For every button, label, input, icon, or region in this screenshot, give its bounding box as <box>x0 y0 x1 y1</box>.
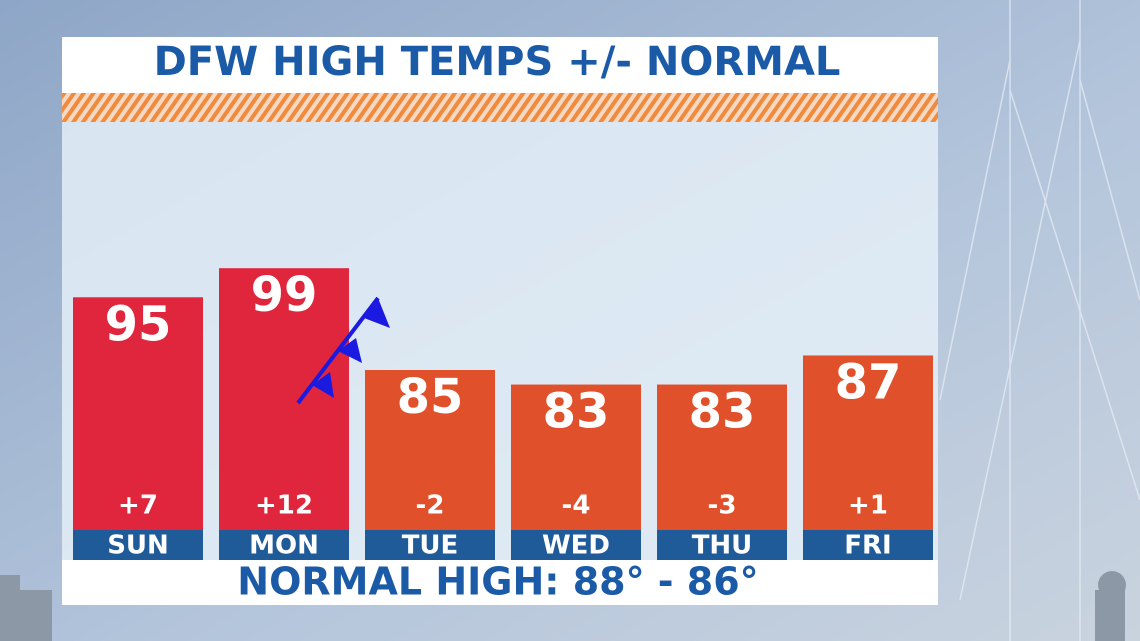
normal-high-note: NORMAL HIGH: 88° - 86° <box>237 560 758 604</box>
temp-label: 95 <box>105 296 172 352</box>
title-panel <box>62 37 938 93</box>
temp-label: 87 <box>835 354 902 410</box>
day-band <box>219 530 349 560</box>
bar <box>657 384 787 530</box>
day-band <box>73 530 203 560</box>
departure-label: -4 <box>562 491 591 521</box>
bar <box>511 384 641 530</box>
x-tick-label: FRI <box>844 531 891 561</box>
departure-label: +1 <box>848 491 888 521</box>
departure-label: +12 <box>255 491 313 521</box>
bridge-cables <box>939 0 1140 641</box>
title-stripe <box>62 93 938 122</box>
x-tick-label: SUN <box>107 531 169 561</box>
day-band <box>365 530 495 560</box>
footer-panel <box>62 560 938 605</box>
temp-label: 83 <box>689 384 756 440</box>
departure-label: -2 <box>416 491 445 521</box>
x-tick-label: TUE <box>402 531 459 561</box>
x-tick-label: WED <box>542 531 610 561</box>
day-band <box>803 530 933 560</box>
bar <box>803 355 933 530</box>
bar <box>365 370 495 530</box>
x-tick-label: MON <box>249 531 319 561</box>
temp-label: 83 <box>543 384 610 440</box>
departure-label: -3 <box>708 491 737 521</box>
temp-label: 85 <box>397 369 464 425</box>
day-band <box>511 530 641 560</box>
x-tick-label: THU <box>692 531 753 561</box>
bar <box>73 297 203 530</box>
bar <box>219 268 349 530</box>
departure-label: +7 <box>118 491 158 521</box>
cold-front-symbol <box>296 296 390 405</box>
skyline <box>0 571 1126 641</box>
day-band <box>657 530 787 560</box>
chart-title: DFW HIGH TEMPS +/- NORMAL <box>154 39 841 85</box>
plot-panel <box>62 122 938 560</box>
temp-label: 99 <box>251 267 318 323</box>
